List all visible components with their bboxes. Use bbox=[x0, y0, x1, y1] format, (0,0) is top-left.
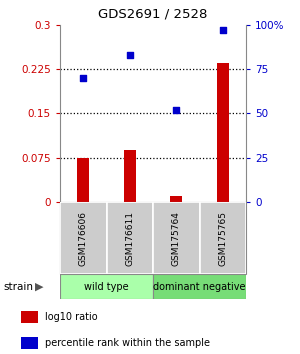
Text: GSM176611: GSM176611 bbox=[125, 211, 134, 266]
Bar bbox=[153, 202, 200, 274]
Text: log10 ratio: log10 ratio bbox=[45, 312, 98, 322]
Text: GSM175764: GSM175764 bbox=[172, 211, 181, 266]
Bar bbox=[106, 202, 153, 274]
Point bbox=[174, 107, 179, 113]
Bar bbox=[153, 274, 246, 299]
Point bbox=[220, 27, 225, 33]
Bar bbox=[21, 311, 38, 323]
Bar bbox=[60, 274, 153, 299]
Bar bbox=[170, 196, 182, 202]
Bar bbox=[77, 158, 89, 202]
Bar bbox=[200, 202, 246, 274]
Text: strain: strain bbox=[3, 282, 33, 292]
Text: ▶: ▶ bbox=[34, 282, 43, 292]
Bar bbox=[60, 202, 106, 274]
Point bbox=[81, 75, 86, 81]
Point bbox=[128, 52, 132, 58]
Text: GSM176606: GSM176606 bbox=[79, 211, 88, 266]
Title: GDS2691 / 2528: GDS2691 / 2528 bbox=[98, 8, 208, 21]
Text: GSM175765: GSM175765 bbox=[218, 211, 227, 266]
Bar bbox=[21, 337, 38, 349]
Text: dominant negative: dominant negative bbox=[153, 282, 246, 292]
Bar bbox=[124, 150, 136, 202]
Text: wild type: wild type bbox=[84, 282, 129, 292]
Bar bbox=[217, 63, 229, 202]
Text: percentile rank within the sample: percentile rank within the sample bbox=[45, 338, 210, 348]
